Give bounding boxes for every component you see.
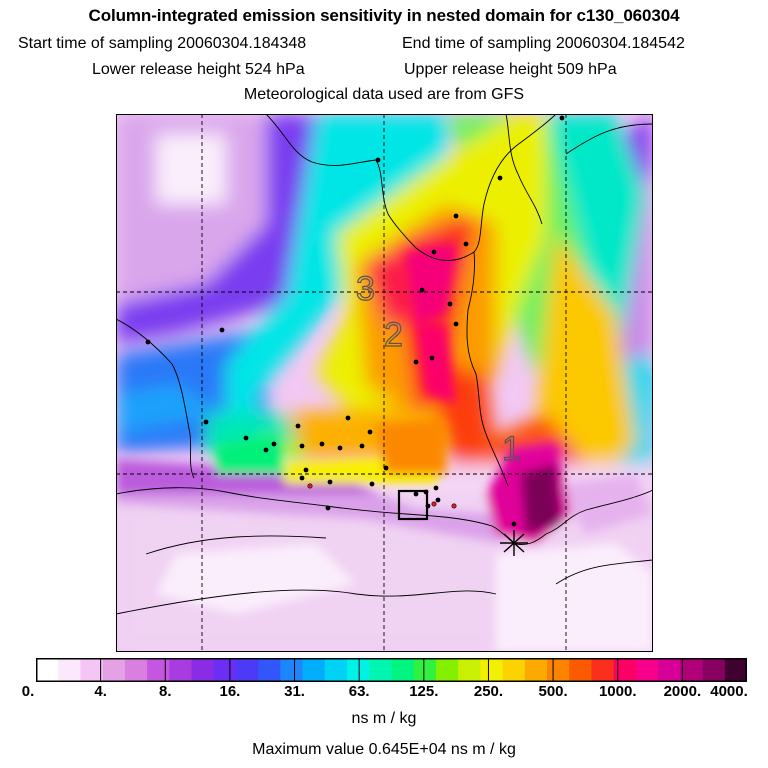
colorbar-tick-label: 2000.: [663, 683, 702, 700]
colorbar-swatch: [702, 658, 726, 682]
colorbar-swatch: [369, 658, 392, 682]
upper-release-label: Upper release height 509 hPa: [404, 61, 617, 78]
colorbar-swatch: [547, 658, 570, 682]
colorbar-swatch: [235, 658, 259, 682]
colorbar-swatch: [324, 658, 348, 682]
colorbar-swatch: [169, 658, 193, 682]
plot-title: Column-integrated emission sensitivity i…: [88, 6, 680, 25]
start-time-label: Start time of sampling 20060304.184348: [18, 35, 307, 52]
sensitivity-map: 1 2 3: [116, 114, 653, 652]
end-time-label: End time of sampling 20060304.184542: [402, 35, 685, 52]
colorbar-swatch: [347, 658, 370, 682]
colorbar-frame: [36, 658, 747, 682]
colorbar-swatch: [480, 658, 504, 682]
cluster-label-2: 2: [384, 316, 403, 354]
colorbar-swatch: [213, 658, 237, 682]
colorbar-swatch: [591, 658, 615, 682]
colorbar-swatch: [36, 658, 59, 682]
colorbar-tick-label: 0.: [21, 683, 35, 700]
colorbar-tick-label: 31.: [284, 683, 305, 700]
colorbar-tick-label: 500.: [538, 683, 568, 700]
colorbar-tick-label: 1000.: [598, 683, 637, 700]
colorbar-swatch: [658, 658, 681, 682]
colorbar-tick-label: 4.: [94, 683, 107, 700]
colorbar-swatch: [524, 658, 548, 682]
maximum-value-label: Maximum value 0.645E+04 ns m / kg: [252, 741, 516, 758]
colorbar-swatch: [102, 658, 126, 682]
colorbar-tick-label: 125.: [409, 683, 439, 700]
colorbar-swatch: [258, 658, 281, 682]
colorbar-swatch: [80, 658, 104, 682]
map-frame: [116, 114, 653, 652]
colorbar-swatch: [147, 658, 170, 682]
colorbar: [36, 658, 747, 682]
colorbar-tick-label: 250.: [473, 683, 504, 700]
colorbar-swatch: [391, 658, 415, 682]
colorbar-tick-label: 16.: [219, 683, 241, 700]
colorbar-units: ns m / kg: [351, 710, 417, 727]
colorbar-swatch: [724, 658, 747, 682]
met-data-label: Meteorological data used are from GFS: [243, 86, 525, 103]
colorbar-tick-label: 4000.: [710, 683, 748, 700]
colorbar-swatch: [435, 658, 459, 682]
colorbar-swatch: [613, 658, 637, 682]
cluster-label-3: 3: [356, 270, 375, 308]
colorbar-swatch: [302, 658, 326, 682]
colorbar-tick-label: 8.: [159, 683, 172, 700]
colorbar-swatch: [502, 658, 526, 682]
cluster-label-1: 1: [502, 430, 521, 468]
colorbar-swatch: [680, 658, 704, 682]
colorbar-swatch: [58, 658, 81, 682]
colorbar-tick-label: 63.: [348, 683, 370, 700]
receptor-box: [397, 489, 429, 521]
colorbar-swatch: [569, 658, 592, 682]
colorbar-swatch: [413, 658, 437, 682]
colorbar-swatch: [280, 658, 304, 682]
colorbar-swatch: [635, 658, 659, 682]
lower-release-label: Lower release height 524 hPa: [92, 61, 305, 78]
colorbar-swatch: [191, 658, 215, 682]
release-marker-icon: [500, 530, 528, 556]
colorbar-swatch: [458, 658, 481, 682]
colorbar-swatch: [124, 658, 148, 682]
